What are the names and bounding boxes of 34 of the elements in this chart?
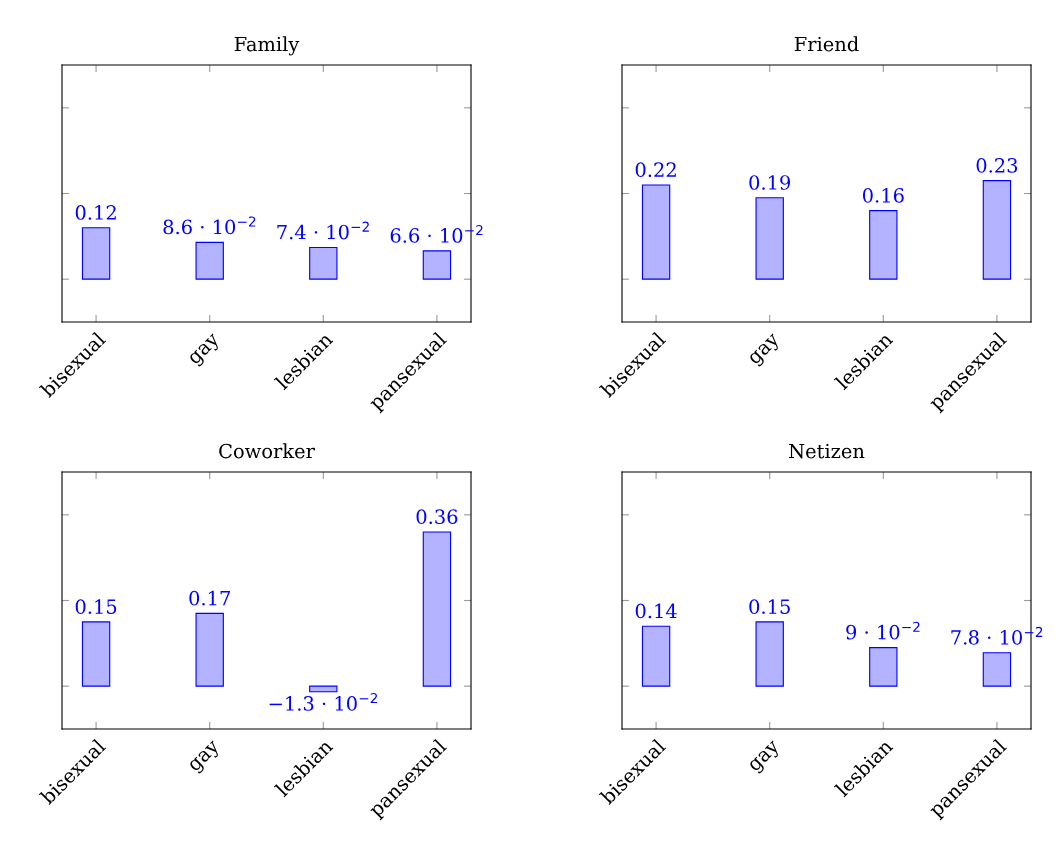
- bar: [869, 210, 898, 280]
- bar: [422, 531, 452, 687]
- chart-title: Family: [234, 36, 300, 56]
- bar: [195, 241, 224, 280]
- data-label: 0.15: [75, 599, 117, 614]
- bar: [309, 685, 338, 693]
- data-label: 0.14: [635, 603, 677, 619]
- bar: [422, 250, 452, 280]
- bar: [755, 197, 784, 280]
- bar: [982, 652, 1012, 687]
- data-label: 0.23: [976, 158, 1018, 173]
- data-label: 0.16: [862, 187, 904, 203]
- data-label: 7.4 · 10$^{−2}$: [277, 221, 369, 240]
- bar: [755, 621, 784, 687]
- data-label: 8.6 · 10$^{−2}$: [163, 216, 256, 235]
- data-label: 0.36: [416, 509, 458, 525]
- data-label: 0.12: [75, 205, 116, 220]
- data-label: −1.3 · 10$^{−2}$: [269, 692, 377, 711]
- chart-title: Coworker: [219, 443, 315, 459]
- bar: [81, 227, 111, 280]
- bar: [869, 647, 898, 687]
- chart-title: Netizen: [789, 443, 865, 459]
- bar: [641, 625, 671, 687]
- bar: [982, 180, 1012, 280]
- chart-title: Friend: [794, 36, 859, 52]
- data-label: 0.15: [749, 599, 790, 614]
- data-label: 0.22: [635, 162, 676, 177]
- data-label: 9 · 10$^{−2}$: [846, 621, 920, 640]
- data-label: 0.17: [189, 590, 230, 606]
- bar: [309, 246, 338, 280]
- data-label: 0.19: [749, 175, 791, 190]
- bar: [195, 612, 224, 687]
- bar: [641, 184, 671, 280]
- bar: [81, 621, 111, 687]
